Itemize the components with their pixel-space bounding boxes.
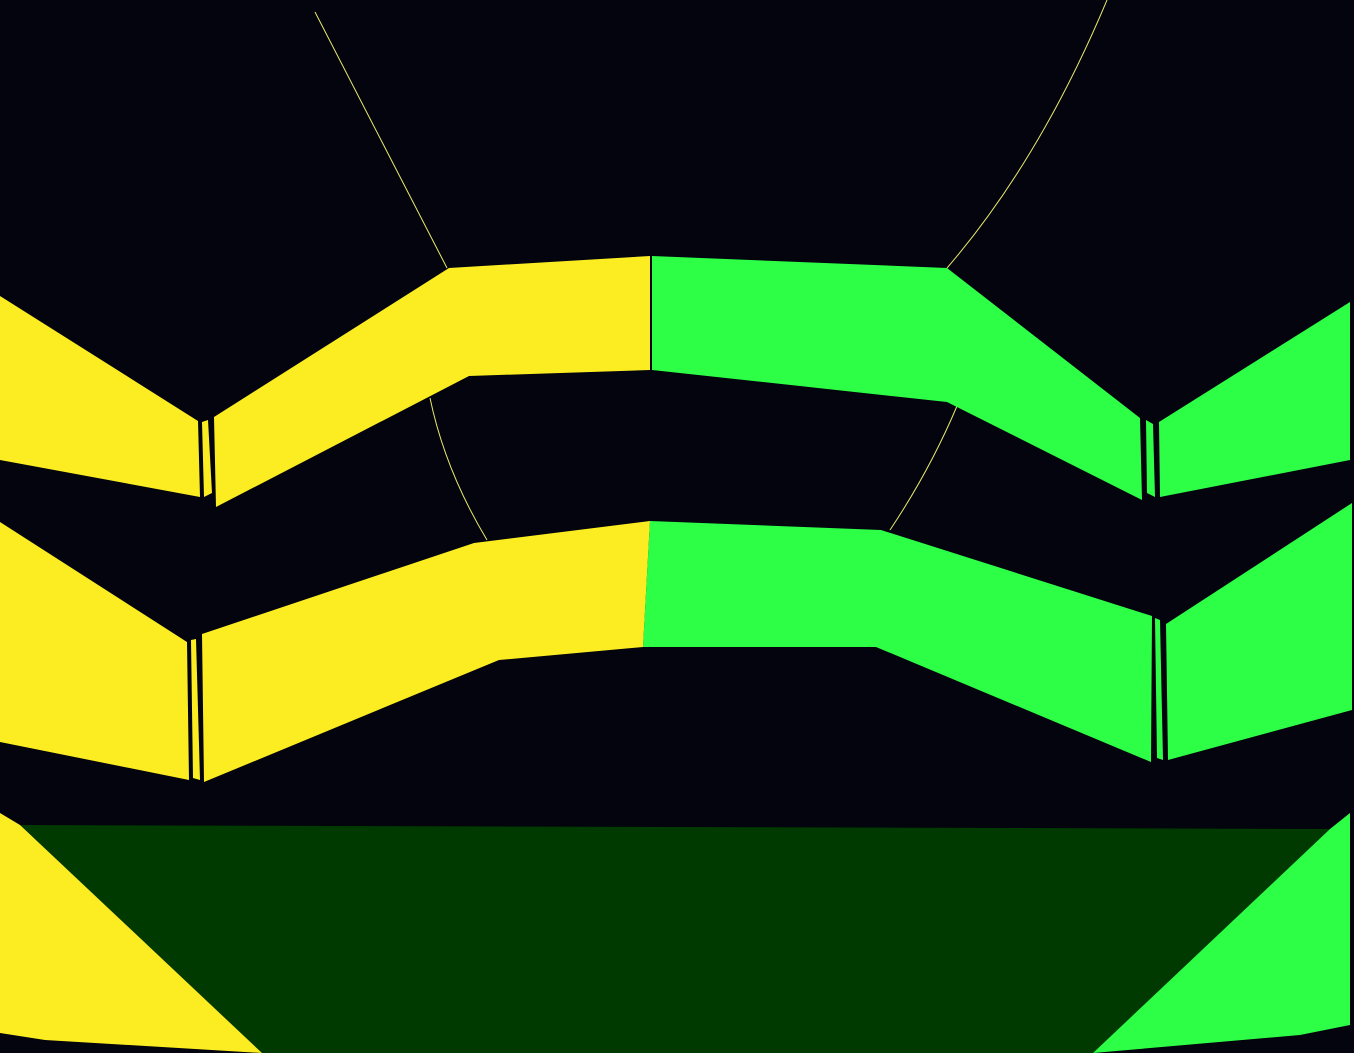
upper-green-outer	[1159, 302, 1350, 497]
lower-yellow-main	[202, 521, 650, 782]
upper-green-main	[652, 256, 1142, 500]
guide-curves	[314, 0, 1108, 541]
guide-curve-middle-right	[889, 405, 958, 531]
floor-yellow-corner	[0, 813, 262, 1053]
lower-yellow-sliver	[191, 639, 200, 780]
upper-yellow-main	[214, 256, 650, 507]
upper-yellow-sliver	[202, 420, 212, 497]
upper-yellow-outer	[0, 296, 200, 497]
floor-green-corner	[1093, 813, 1350, 1053]
lower-green-sliver	[1155, 618, 1163, 760]
guide-curve-upper-right	[946, 0, 1108, 269]
upper-yellow-wall	[0, 256, 650, 507]
upper-green-sliver	[1146, 420, 1155, 497]
lower-green-outer	[1166, 503, 1352, 760]
guide-curve-upper-left	[314, 11, 448, 269]
guide-curve-middle-left	[429, 397, 488, 541]
lower-green-main	[643, 521, 1152, 762]
lower-yellow-outer	[0, 522, 189, 780]
floor-plane	[20, 825, 1330, 1053]
lower-yellow-wall	[0, 521, 650, 782]
upper-green-wall	[652, 256, 1350, 500]
lower-green-wall	[643, 503, 1352, 762]
